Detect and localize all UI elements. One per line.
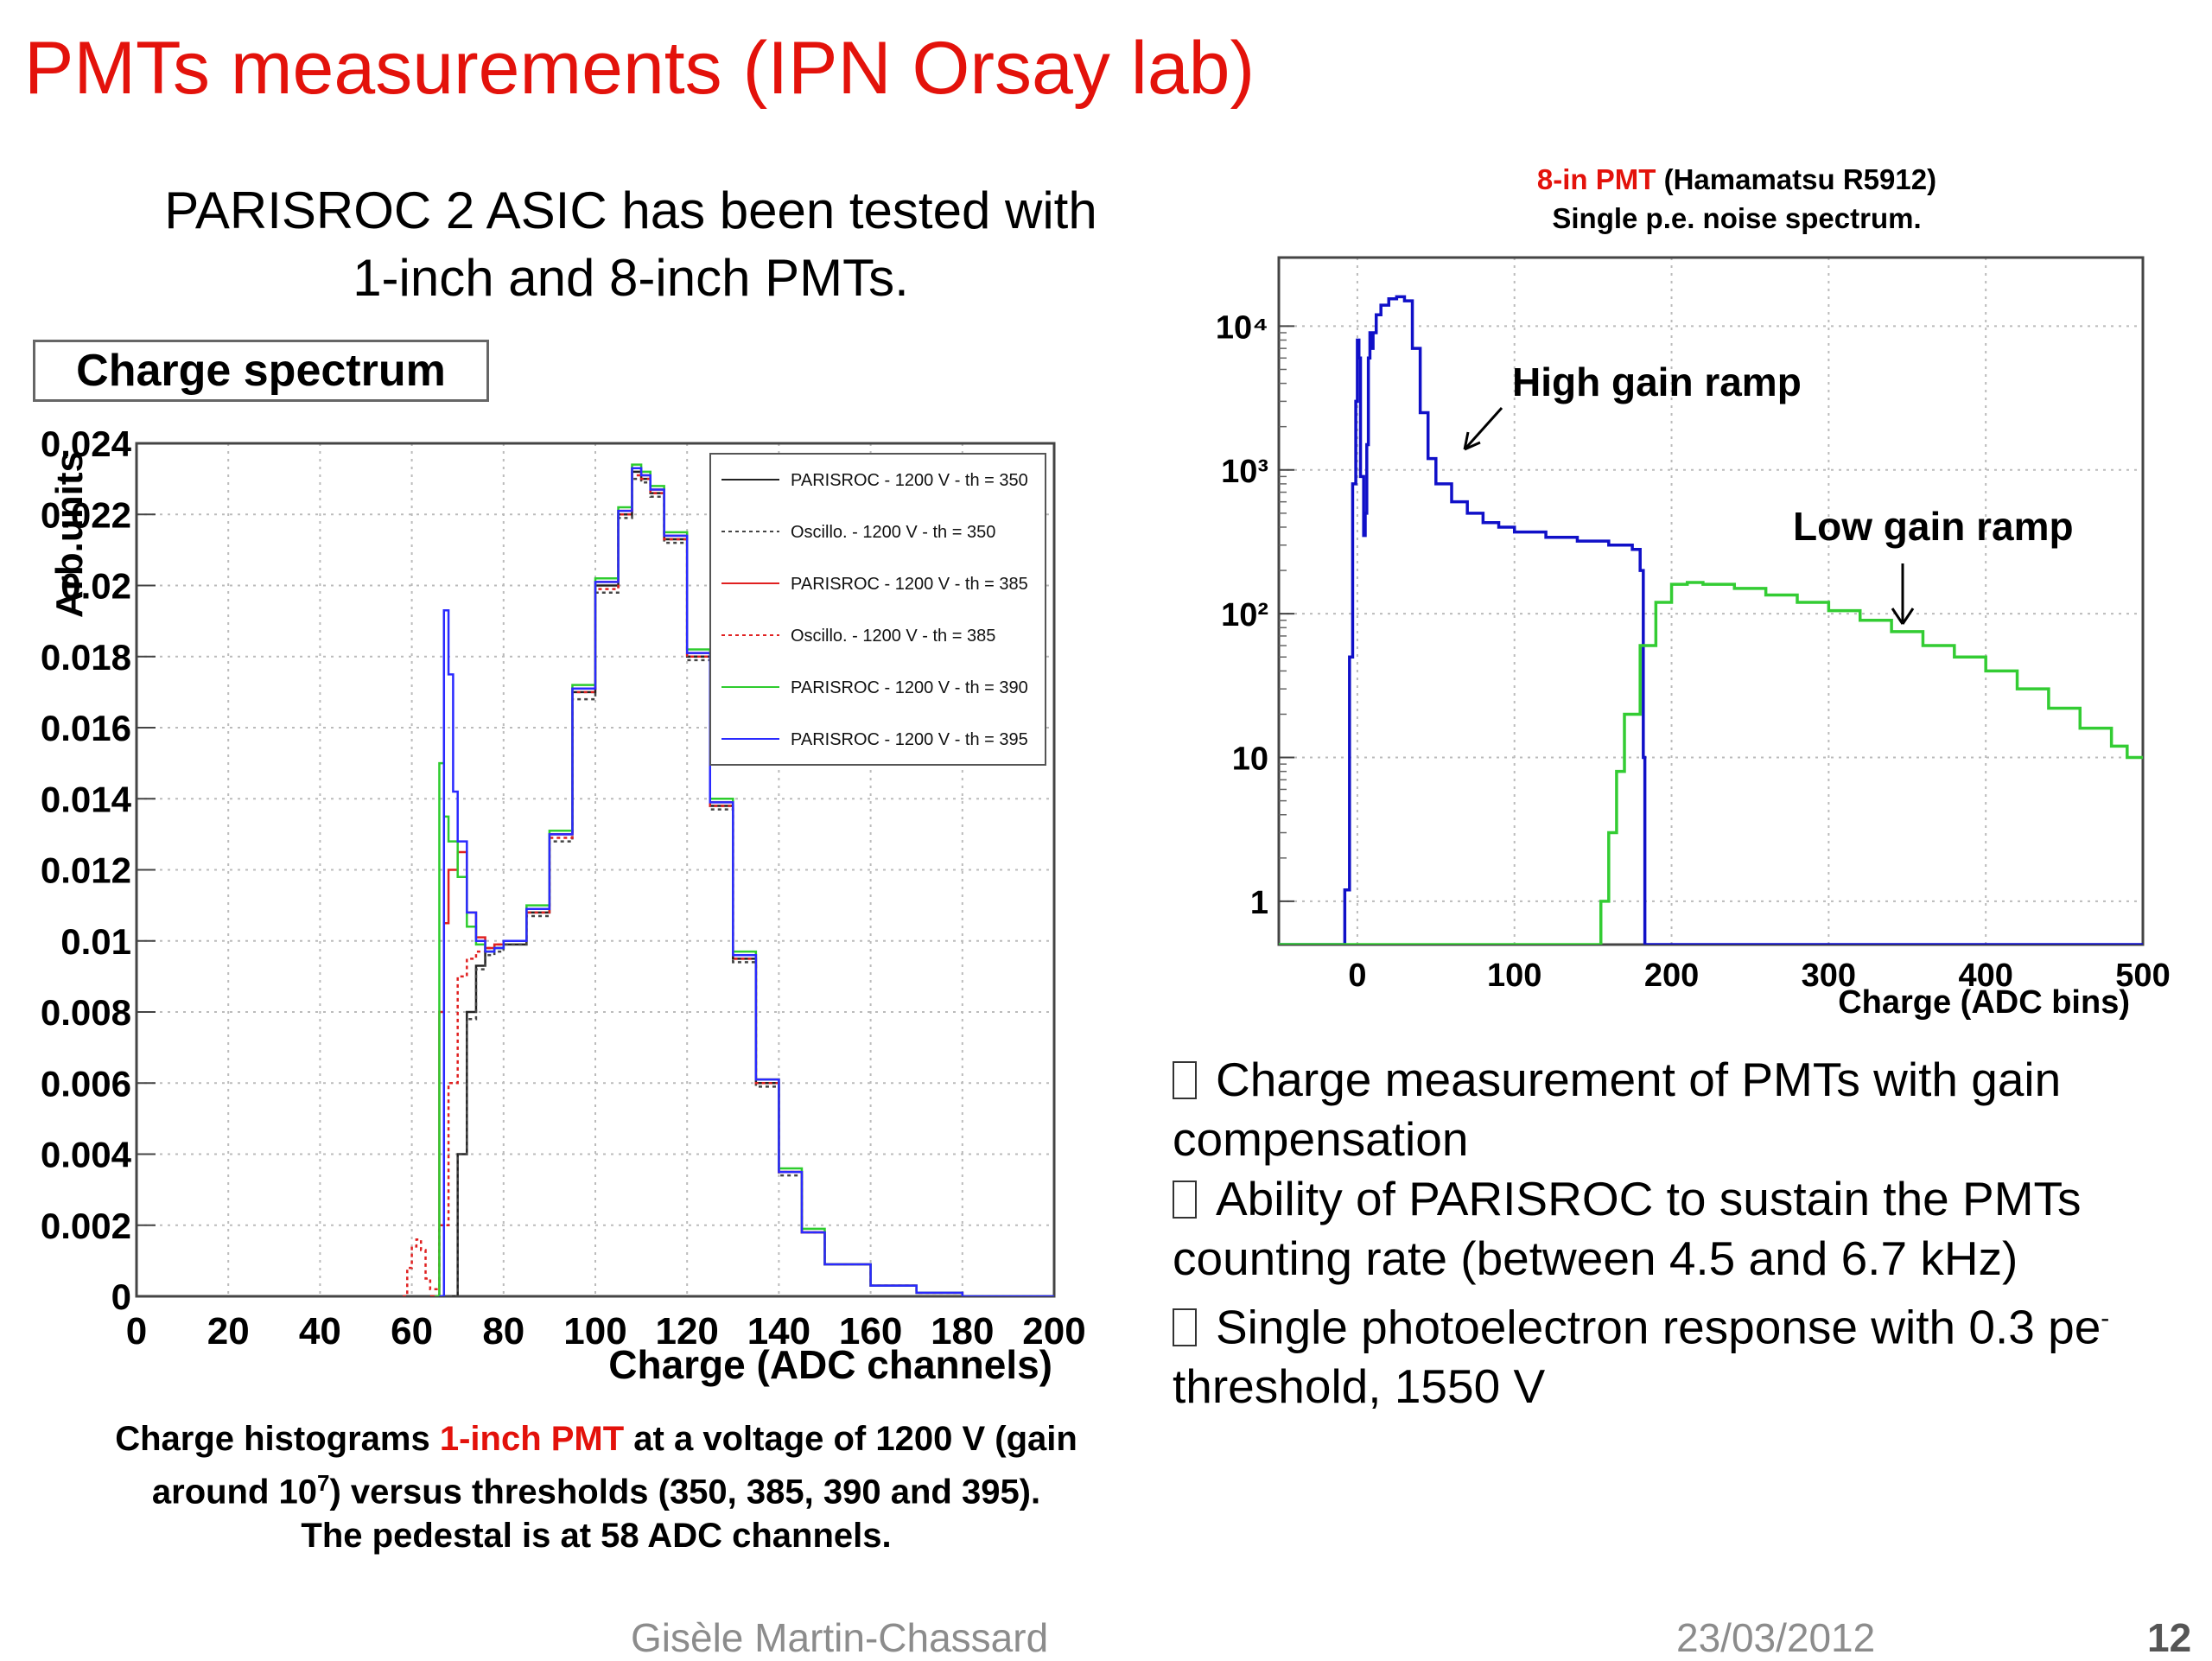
left-chart-series <box>402 463 1054 1296</box>
right-chart-series <box>1279 295 2143 945</box>
legend-label: PARISROC - 1200 V - th = 390 <box>791 678 1028 697</box>
left-x-tick-label: 80 <box>482 1310 524 1352</box>
left-chart: 0 20 40 60 80 100 120 140 160 180 200 0 0.002 0.004 0.… <box>41 423 1086 1387</box>
left-x-tick-label: 200 <box>1022 1310 1085 1352</box>
left-series-line <box>439 467 1054 1296</box>
pmt-subtitle: Single p.e. noise spectrum. <box>1552 202 1922 234</box>
left-y-tick-label: 0.004 <box>41 1135 132 1175</box>
low-gain-annotation: Low gain ramp <box>1793 504 2074 549</box>
left-chart-ticks: 0 20 40 60 80 100 120 140 160 180 200 0 0.002 0.004 0.… <box>41 423 1086 1352</box>
left-y-tick-label: 0.006 <box>41 1063 131 1104</box>
caption-highlight: 1-inch PMT <box>439 1420 625 1458</box>
caption-part2: at a voltage of 1200 V (gain <box>624 1420 1077 1458</box>
left-x-tick-label: 140 <box>747 1310 810 1352</box>
charge-spectrum-label: Charge spectrum <box>33 340 489 402</box>
right-y-tick-label: 10³ <box>1221 454 1268 490</box>
legend-box <box>709 453 1046 766</box>
right-x-tick-label: 200 <box>1644 958 1699 994</box>
left-y-tick-label: 0.02 <box>60 566 131 607</box>
left-y-tick-label: 0.008 <box>41 992 131 1033</box>
bullet-marker <box>1173 1181 1197 1219</box>
left-y-tick-label: 0 <box>111 1276 131 1317</box>
bullet-text: Single photoelectron response with 0.3 p… <box>1216 1300 2101 1354</box>
bullet-marker <box>1173 1061 1197 1099</box>
right-chart: 0 100 200 300 400 500 1 10 10² 10³ 10⁴ Charge (ADC… <box>1216 256 2171 1021</box>
bullet-text: Charge measurement of PMTs with gain com… <box>1173 1053 2062 1166</box>
bullet-list: Charge measurement of PMTs with gain com… <box>1173 1050 2192 1416</box>
left-x-tick-label: 120 <box>655 1310 718 1352</box>
left-y-tick-label: 0.002 <box>41 1206 131 1246</box>
bullet-text-tail: threshold, 1550 V <box>1173 1359 1546 1414</box>
left-y-tick-label: 0.016 <box>41 708 131 748</box>
legend-label: PARISROC - 1200 V - th = 350 <box>791 471 1028 490</box>
left-y-tick-label: 0.024 <box>41 423 132 464</box>
high-gain-arrowhead <box>1463 431 1481 451</box>
right-x-tick-label: 100 <box>1487 958 1541 994</box>
left-y-tick-label: 0.012 <box>41 850 131 891</box>
caption-line2-b: ) versus thresholds (350, 385, 390 and 3… <box>329 1473 1041 1511</box>
right-series-line <box>1279 581 2143 945</box>
right-x-tick-label: 0 <box>1348 958 1366 994</box>
left-x-tick-label: 20 <box>207 1310 250 1352</box>
caption-part1: Charge histograms <box>115 1420 440 1458</box>
left-x-tick-label: 0 <box>126 1310 147 1352</box>
right-x-tick-label: 300 <box>1802 958 1856 994</box>
bullet-text: Ability of PARISROC to sustain the PMTs … <box>1173 1172 2082 1285</box>
pmt-title-rest: (Hamamatsu R5912) <box>1656 163 1937 195</box>
left-y-tick-label: 0.018 <box>41 637 131 678</box>
intro-line-2: 1-inch and 8-inch PMTs. <box>353 249 909 307</box>
bullet-marker <box>1173 1308 1197 1347</box>
left-y-tick-label: 0.014 <box>41 779 132 819</box>
pmt-chart-title: 8-in PMT (Hamamatsu R5912) Single p.e. n… <box>1175 160 2212 238</box>
caption-line-1: Charge histograms 1-inch PMT at a voltag… <box>35 1417 1158 1461</box>
right-y-tick-label: 10² <box>1221 597 1268 633</box>
left-chart-legend: PARISROC - 1200 V - th = 350 Oscillo. - 1… <box>709 453 1046 766</box>
left-y-tick-label: 0.01 <box>60 921 131 962</box>
high-gain-arrow <box>1463 406 1503 451</box>
left-chart-caption: Charge histograms 1-inch PMT at a voltag… <box>35 1417 1158 1558</box>
left-x-tick-label: 180 <box>931 1310 994 1352</box>
high-gain-annotation: High gain ramp <box>1512 360 1802 404</box>
caption-sup: 7 <box>317 1470 330 1496</box>
left-y-tick-label: 0.022 <box>41 494 131 535</box>
slide-title: PMTs measurements (IPN Orsay lab) <box>24 27 1255 110</box>
caption-line2-a: around 10 <box>151 1473 318 1511</box>
right-x-axis-label: Charge (ADC bins) <box>1838 984 2130 1021</box>
caption-line-2: around 107) versus thresholds (350, 385,… <box>35 1461 1158 1514</box>
legend-label: PARISROC - 1200 V - th = 385 <box>791 575 1028 594</box>
footer-author: Gisèle Martin-Chassard <box>631 1615 1049 1660</box>
pmt-title-line-1: 8-in PMT (Hamamatsu R5912) <box>1175 160 2212 199</box>
left-x-tick-label: 60 <box>391 1310 433 1352</box>
legend-label: PARISROC - 1200 V - th = 395 <box>791 730 1028 749</box>
right-chart-ticks: 0 100 200 300 400 500 1 10 10² 10³ 10⁴ <box>1216 309 2171 994</box>
legend-label: Oscillo. - 1200 V - th = 350 <box>791 523 995 542</box>
right-series-line <box>1279 295 2143 945</box>
footer-date: 23/03/2012 <box>1676 1615 1876 1660</box>
left-x-tick-label: 40 <box>299 1310 341 1352</box>
left-x-axis-label: Charge (ADC channels) <box>608 1342 1052 1387</box>
right-x-tick-label: 400 <box>1958 958 2012 994</box>
bullet-item: Charge measurement of PMTs with gain com… <box>1173 1050 2192 1169</box>
left-x-tick-label: 100 <box>563 1310 626 1352</box>
bullet-superscript: - <box>2101 1304 2110 1333</box>
intro-line-1: PARISROC 2 ASIC has been tested with <box>164 181 1097 239</box>
right-y-tick-label: 10⁴ <box>1216 309 1268 346</box>
pmt-title-highlight: 8-in PMT <box>1536 163 1656 195</box>
left-y-axis-label: Arb.units <box>48 451 91 618</box>
intro-text: PARISROC 2 ASIC has been tested with 1-i… <box>86 177 1175 312</box>
right-y-tick-label: 1 <box>1250 885 1268 921</box>
legend-label: Oscillo. - 1200 V - th = 385 <box>791 627 995 646</box>
caption-line-3: The pedestal is at 58 ADC channels. <box>301 1517 892 1556</box>
bullet-item: Single photoelectron response with 0.3 p… <box>1173 1289 2192 1416</box>
bullet-item: Ability of PARISROC to sustain the PMTs … <box>1173 1169 2192 1289</box>
left-x-tick-label: 160 <box>839 1310 902 1352</box>
right-x-tick-label: 500 <box>2115 958 2170 994</box>
right-y-tick-label: 10 <box>1232 741 1268 778</box>
low-gain-arrowhead <box>1891 608 1915 625</box>
footer-page-number: 12 <box>2147 1615 2192 1660</box>
